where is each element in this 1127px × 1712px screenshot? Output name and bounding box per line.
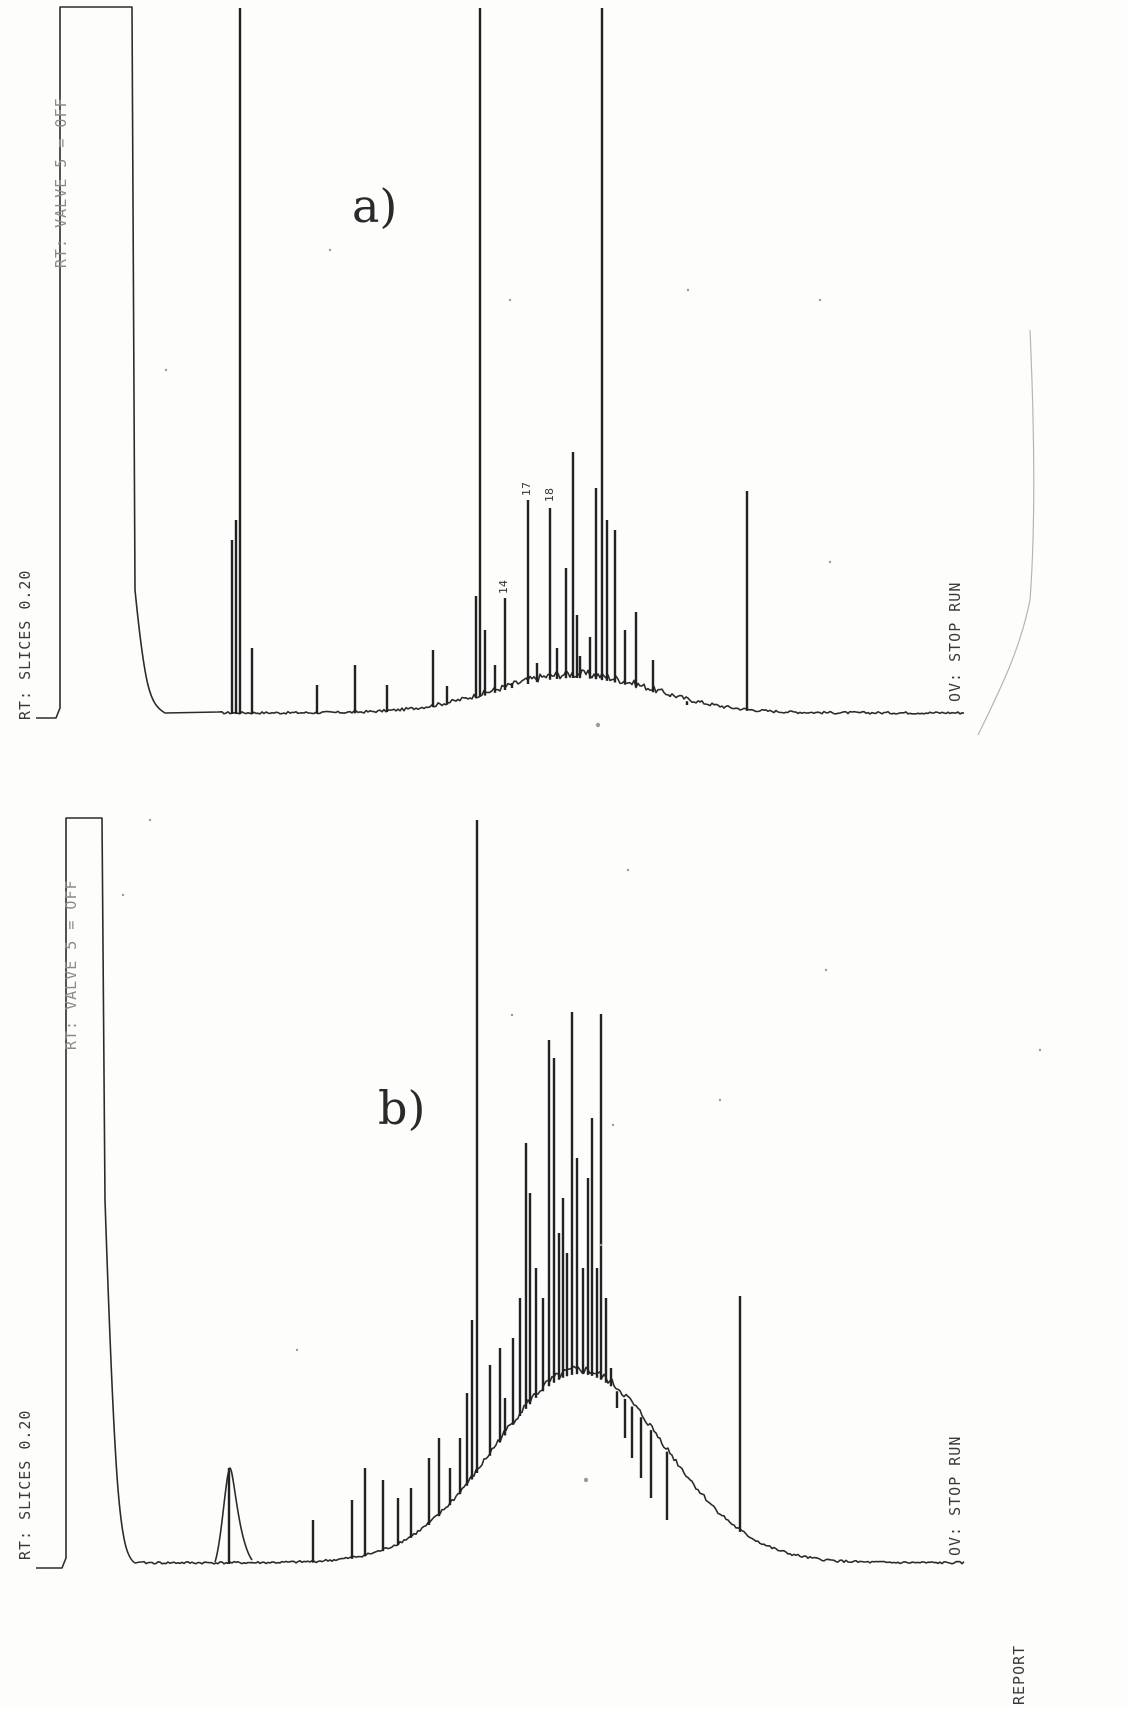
scan-speck (148, 818, 152, 822)
panel-b-slices-text: RT: SLICES 0.20 (16, 1410, 34, 1560)
scan-speck (686, 288, 690, 292)
scan-speck (599, 1243, 603, 1247)
scan-speck (611, 1123, 615, 1127)
scan-edge-mark (977, 329, 1035, 736)
scan-speck (510, 1013, 514, 1017)
scan-speck (718, 1098, 722, 1102)
chromatogram-b: b) RT: SLICES 0.20 RT: VALVE 5 = OFF OV:… (16, 817, 1028, 1705)
b-early-peak (214, 1467, 253, 1563)
scan-speck (828, 560, 832, 564)
chromatogram-a-trace (36, 6, 965, 719)
panel-b-valve-text: RT: VALVE 5 = OFF (62, 879, 80, 1050)
peak-label-14: 14 (497, 580, 510, 594)
scan-speck (121, 893, 125, 897)
peak-label-18: 18 (543, 488, 556, 502)
scan-speck (818, 298, 822, 302)
scan-speck (595, 722, 601, 728)
scan-speck (328, 248, 332, 252)
chromatogram-a-peaks (230, 8, 749, 714)
panel-a-valve-text: RT: VALVE 5 = OFF (52, 97, 70, 268)
panel-a-slices-text: RT: SLICES 0.20 (16, 570, 34, 720)
panel-b-label: b) (378, 1081, 425, 1135)
scan-speck (164, 368, 168, 372)
scan-speck (295, 1348, 299, 1352)
scan-specks (121, 248, 1042, 1483)
panel-a-stop-run-text: OV: STOP RUN (946, 582, 964, 702)
chromatogram-b-trace (36, 817, 965, 1569)
scan-speck (1038, 1048, 1042, 1052)
scan-speck (508, 298, 512, 302)
panel-b-report-text: REPORT (1010, 1645, 1028, 1705)
scan-speck (626, 868, 630, 872)
chromatogram-a: a) RT: SLICES 0.20 RT: VALVE 5 = OFF OV:… (16, 6, 965, 720)
chromatogram-b-peaks (214, 820, 742, 1564)
peak-label-17: 17 (520, 482, 533, 496)
scan-speck (583, 1477, 589, 1483)
panel-a-label: a) (352, 179, 397, 233)
panel-b-stop-run-text: OV: STOP RUN (946, 1436, 964, 1556)
scan-speck (824, 968, 828, 972)
